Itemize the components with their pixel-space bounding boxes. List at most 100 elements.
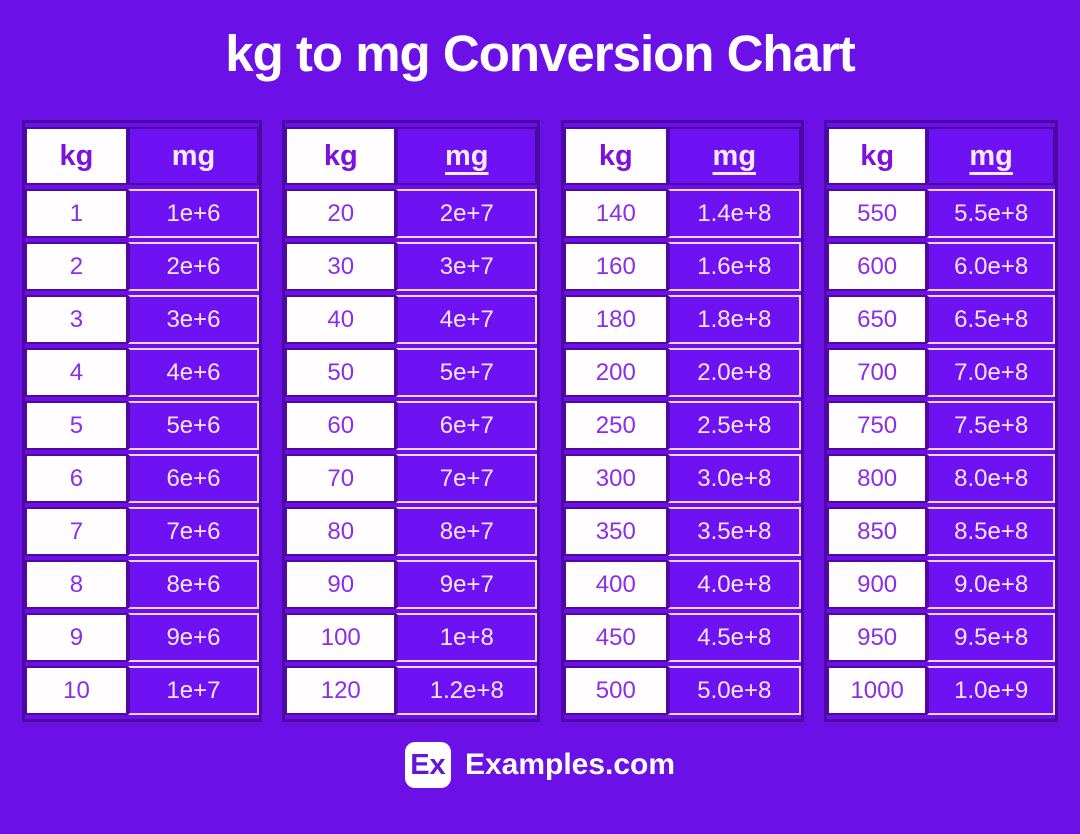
mg-value: 6.0e+8 (927, 242, 1055, 291)
kg-value: 50 (285, 348, 397, 397)
table-row: 140 1.4e+8 (563, 189, 801, 238)
mg-value: 7e+7 (396, 454, 538, 503)
kg-column-header: kg (285, 127, 397, 185)
conversion-table-2: kg mg 20 2e+7 30 3e+7 40 4e+7 50 5e+7 60 6e+7… (282, 120, 541, 722)
table-row: 650 6.5e+8 (826, 295, 1055, 344)
kg-value: 5 (25, 401, 128, 450)
table-row: 120 1.2e+8 (285, 666, 538, 715)
mg-value: 1e+6 (127, 189, 259, 238)
conversion-tables-container: kg mg 1 1e+6 2 2e+6 3 3e+6 4 4e+6 5 5e+6 6 6e+… (0, 120, 1080, 722)
kg-value: 20 (285, 189, 397, 238)
kg-value: 120 (285, 666, 397, 715)
mg-value: 1e+7 (127, 666, 259, 715)
mg-value: 9e+7 (396, 560, 538, 609)
mg-column-header: mg (396, 127, 538, 185)
mg-column-header: mg (127, 127, 259, 185)
table-row: 850 8.5e+8 (826, 507, 1055, 556)
mg-value: 4e+7 (396, 295, 538, 344)
mg-value: 2e+6 (127, 242, 259, 291)
table-row: 20 2e+7 (285, 189, 538, 238)
mg-value: 8e+7 (396, 507, 538, 556)
table-row: 500 5.0e+8 (563, 666, 801, 715)
kg-value: 80 (285, 507, 397, 556)
conversion-table-3: kg mg 140 1.4e+8 160 1.6e+8 180 1.8e+8 200 2… (560, 120, 804, 722)
table-row: 600 6.0e+8 (826, 242, 1055, 291)
mg-value: 8.0e+8 (927, 454, 1055, 503)
mg-value: 6e+7 (396, 401, 538, 450)
kg-column-header: kg (826, 127, 928, 185)
mg-value: 6.5e+8 (927, 295, 1055, 344)
kg-value: 400 (563, 560, 668, 609)
mg-value: 9.5e+8 (927, 613, 1055, 662)
header-row: kg mg (563, 127, 801, 185)
mg-value: 8e+6 (127, 560, 259, 609)
kg-value: 10 (25, 666, 128, 715)
table-row: 9 9e+6 (25, 613, 259, 662)
kg-value: 800 (826, 454, 928, 503)
mg-value: 8.5e+8 (927, 507, 1055, 556)
table-row: 550 5.5e+8 (826, 189, 1055, 238)
kg-value: 700 (826, 348, 928, 397)
mg-value: 3e+7 (396, 242, 538, 291)
mg-value: 7e+6 (127, 507, 259, 556)
kg-value: 300 (563, 454, 668, 503)
table-row: 1000 1.0e+9 (826, 666, 1055, 715)
mg-value: 4.0e+8 (667, 560, 801, 609)
table-row: 1 1e+6 (25, 189, 259, 238)
table-row: 350 3.5e+8 (563, 507, 801, 556)
table-row: 8 8e+6 (25, 560, 259, 609)
kg-value: 1 (25, 189, 128, 238)
kg-value: 650 (826, 295, 928, 344)
kg-value: 3 (25, 295, 128, 344)
table-row: 750 7.5e+8 (826, 401, 1055, 450)
header-row: kg mg (285, 127, 538, 185)
mg-value: 4e+6 (127, 348, 259, 397)
table-row: 160 1.6e+8 (563, 242, 801, 291)
kg-value: 6 (25, 454, 128, 503)
mg-value: 7.5e+8 (927, 401, 1055, 450)
mg-value: 1.0e+9 (927, 666, 1055, 715)
mg-value: 3.0e+8 (667, 454, 801, 503)
kg-value: 600 (826, 242, 928, 291)
kg-value: 70 (285, 454, 397, 503)
table-row: 800 8.0e+8 (826, 454, 1055, 503)
table-row: 450 4.5e+8 (563, 613, 801, 662)
table-row: 70 7e+7 (285, 454, 538, 503)
mg-value: 1.4e+8 (667, 189, 801, 238)
kg-value: 1000 (826, 666, 928, 715)
mg-value: 5.5e+8 (927, 189, 1055, 238)
kg-value: 550 (826, 189, 928, 238)
kg-value: 4 (25, 348, 128, 397)
kg-column-header: kg (563, 127, 668, 185)
kg-column-header: kg (25, 127, 128, 185)
table-row: 90 9e+7 (285, 560, 538, 609)
mg-value: 1.2e+8 (396, 666, 538, 715)
kg-value: 900 (826, 560, 928, 609)
kg-value: 250 (563, 401, 668, 450)
table-row: 3 3e+6 (25, 295, 259, 344)
table-row: 6 6e+6 (25, 454, 259, 503)
mg-column-header: mg (667, 127, 801, 185)
header-row: kg mg (826, 127, 1055, 185)
table-row: 7 7e+6 (25, 507, 259, 556)
examples-logo-icon: Ex (404, 742, 451, 788)
kg-value: 160 (563, 242, 668, 291)
mg-value: 7.0e+8 (927, 348, 1055, 397)
kg-value: 850 (826, 507, 928, 556)
site-name: Examples.com (464, 748, 676, 781)
kg-value: 9 (25, 613, 128, 662)
mg-value: 5e+6 (127, 401, 259, 450)
kg-value: 750 (826, 401, 928, 450)
footer-branding: Ex Examples.com (0, 742, 1080, 788)
mg-value: 4.5e+8 (667, 613, 801, 662)
mg-value: 5.0e+8 (667, 666, 801, 715)
mg-value: 3.5e+8 (667, 507, 801, 556)
kg-value: 2 (25, 242, 128, 291)
mg-value: 2.0e+8 (667, 348, 801, 397)
table-row: 2 2e+6 (25, 242, 259, 291)
table-row: 30 3e+7 (285, 242, 538, 291)
mg-value: 1.8e+8 (667, 295, 801, 344)
mg-value: 5e+7 (396, 348, 538, 397)
kg-value: 90 (285, 560, 397, 609)
table-row: 300 3.0e+8 (563, 454, 801, 503)
